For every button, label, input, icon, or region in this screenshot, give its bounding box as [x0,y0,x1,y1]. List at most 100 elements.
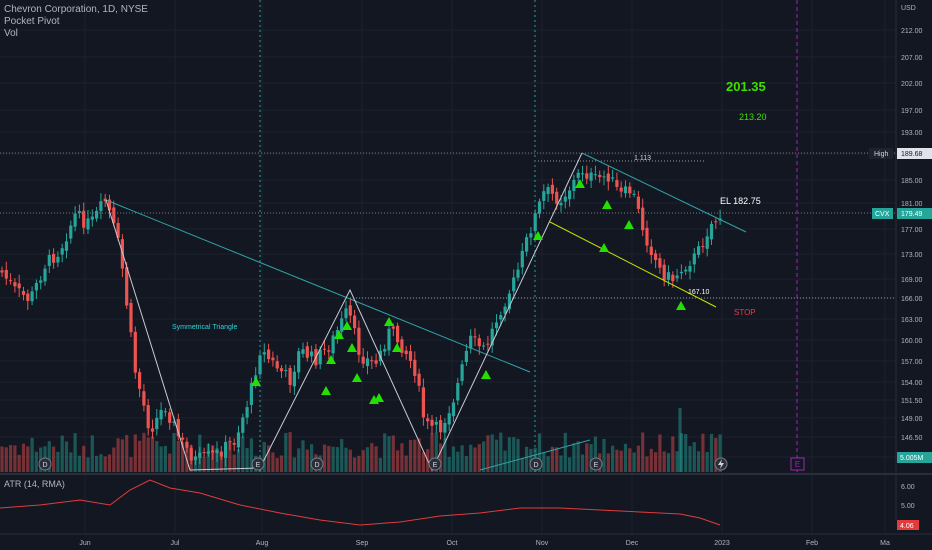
candle [47,254,51,266]
price-tick: 166.00 [901,296,923,303]
volume-bar [219,452,223,472]
event-marker[interactable]: E [251,457,265,471]
event-marker[interactable]: E [428,457,442,471]
candle [189,448,193,461]
volume-bar [163,445,167,472]
event-marker[interactable]: D [38,457,52,471]
volume-badge: 5.005M [897,452,932,463]
candle [353,315,357,329]
candle [64,241,69,251]
pivot-marker [481,370,491,379]
volume-bar [275,457,279,472]
event-marker[interactable]: D [529,457,543,471]
time-axis[interactable]: Jun Jul Aug Sep Oct Nov Dec 2023 Feb Ma [79,540,890,547]
volume-bar [107,454,112,472]
symbol-title[interactable]: Chevron Corporation, 1D, NYSE [4,4,148,15]
volume-bar [589,444,593,472]
volume-bar [120,439,124,472]
atr-tick-5: 5.00 [901,503,915,510]
candle [236,432,241,448]
candle [56,256,60,263]
volume-bar [516,438,520,472]
vertical-markers [259,0,798,472]
candle [383,349,387,352]
candle [125,267,129,306]
price-tick: 177.00 [901,227,923,234]
candle [568,190,572,200]
volume-bar [331,446,335,472]
volume-bar [413,439,417,472]
pattern-label: Symmetrical Triangle [172,324,237,331]
volume-bar [473,447,477,472]
candle [486,343,490,345]
candle [636,196,640,209]
candle [641,207,645,231]
candle [73,213,77,227]
price-axis[interactable] [896,0,932,520]
candle [262,352,266,355]
volume-value: 5.005M [900,455,924,462]
volume-bar [421,452,425,472]
volume-bar [327,445,331,472]
volume-bar [292,457,296,472]
candle [482,345,486,347]
candle [301,349,305,354]
candle [421,387,425,418]
volume-bar [56,451,60,472]
volume-bar [649,448,653,472]
volume-bar [95,455,99,472]
trendlines[interactable] [105,152,747,472]
volume-bar [705,451,709,472]
candle [469,335,473,349]
candle [559,202,563,206]
candle [4,270,8,279]
candle [537,201,542,214]
price-tick: 173.00 [901,252,923,259]
volume-bar [559,455,563,472]
earnings-future-marker[interactable]: E [790,457,805,471]
volume-bar [310,444,314,472]
volume-bar [288,432,292,472]
pivot-marker [326,355,336,364]
volume-bar [477,444,481,472]
volume-bar [383,433,387,472]
current-price-value: 179.49 [901,211,923,218]
volume-bar [374,446,378,472]
event-marker-label: D [533,462,538,469]
candle [107,199,112,211]
indicator-pocket-pivot[interactable]: Pocket Pivot [4,16,60,27]
time-tick: Feb [806,540,818,547]
indicator-volume[interactable]: Vol [4,28,18,39]
volume-bar [662,451,666,472]
candle [404,350,408,354]
volume-bar [202,457,206,472]
candle [133,331,137,373]
volume-bar [623,443,628,472]
candle [555,191,559,204]
candle [279,368,284,372]
candle [86,218,90,230]
event-marker[interactable]: D [310,457,324,471]
volume-bar [688,446,692,472]
price-tick: 169.00 [901,277,923,284]
volume-bar [357,455,361,472]
event-marker[interactable]: E [589,457,603,471]
volume-bar [499,432,503,472]
candle [525,237,529,252]
volume-bar [619,450,623,472]
volume-bar [228,441,232,472]
candle [391,326,395,329]
volume-bar [90,435,94,472]
lightning-icon[interactable] [714,457,728,471]
time-tick: Oct [447,540,458,547]
candle [77,211,81,213]
candle [705,236,709,249]
volume-bar [322,444,327,472]
pivot-marker [347,343,357,352]
candle [340,318,344,332]
atr-legend[interactable]: ATR (14, RMA) [4,479,65,489]
candle [477,338,481,347]
volume-bar [671,436,675,472]
